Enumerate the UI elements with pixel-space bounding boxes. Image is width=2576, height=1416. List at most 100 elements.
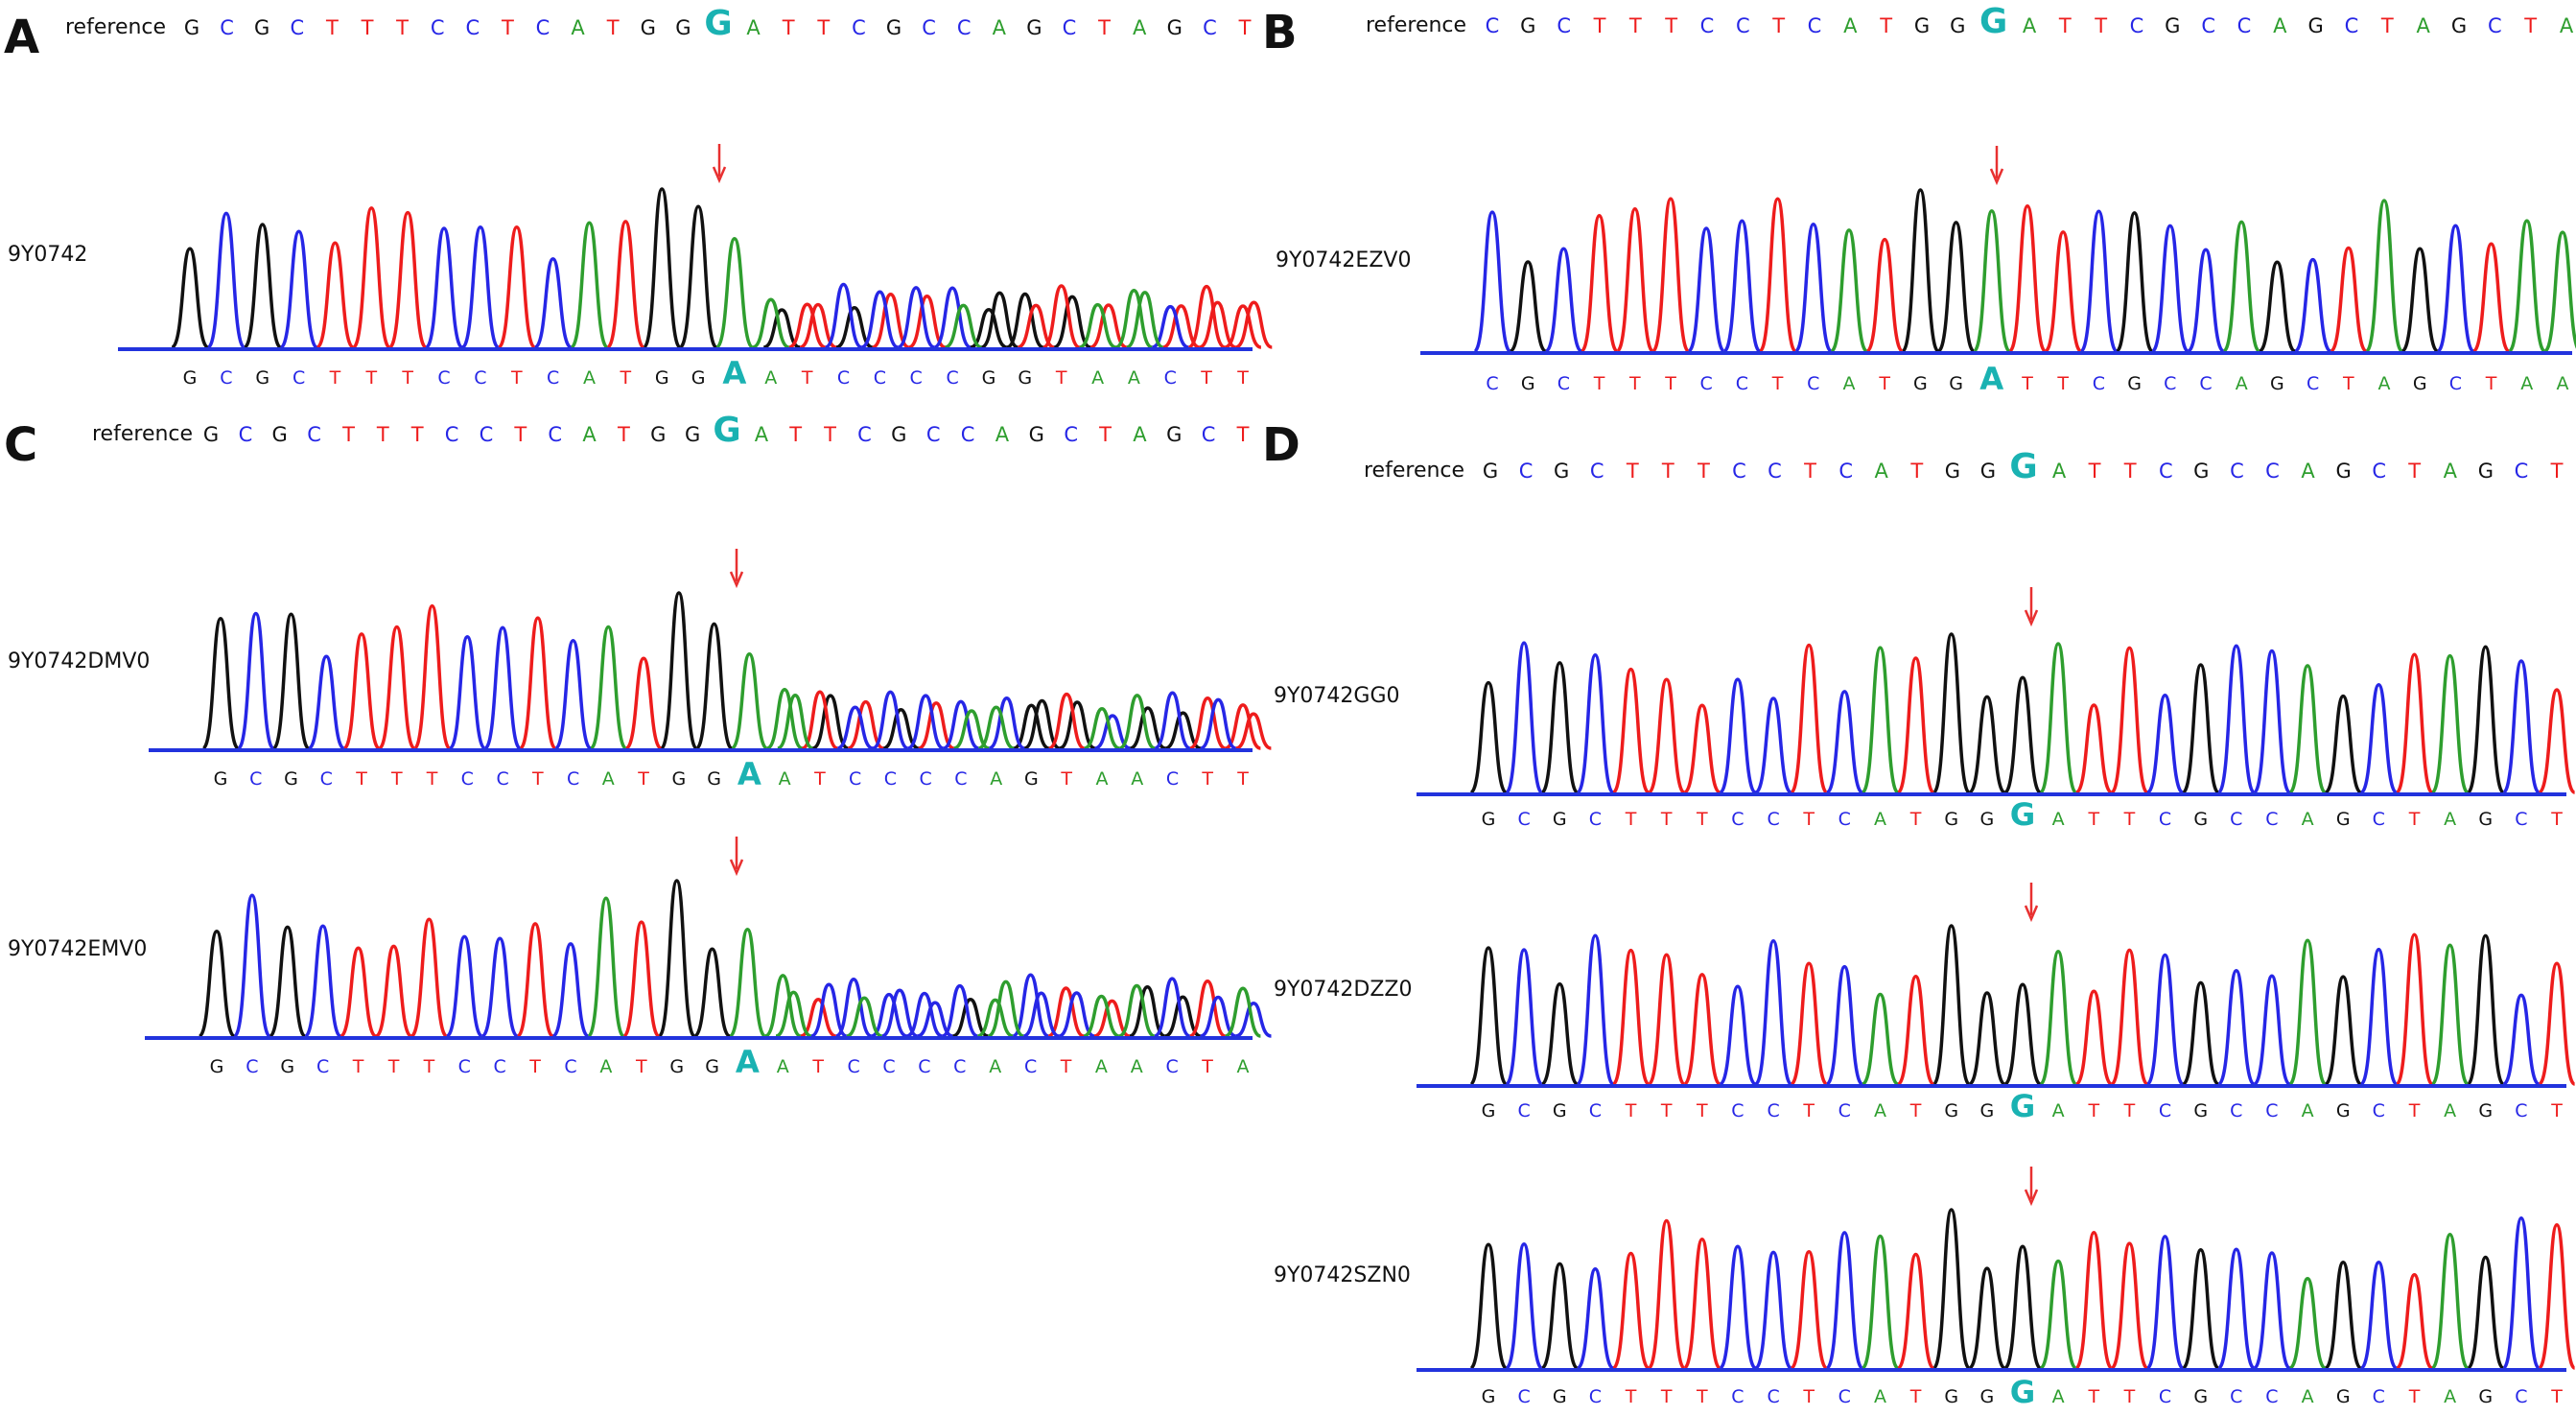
- peak-T-4: [1611, 1251, 1651, 1370]
- base-label-9: T: [1802, 1100, 1815, 1121]
- base-label-26: T: [2408, 1100, 2421, 1121]
- base-label-21: C: [946, 367, 958, 389]
- base-label-25: A: [1096, 768, 1109, 790]
- base-label-20: G: [2193, 1386, 2208, 1407]
- base-label-4: T: [1628, 14, 1642, 37]
- peak-T-24: [1047, 692, 1086, 750]
- peak-A-11: [589, 625, 628, 750]
- base-label-20: G: [2193, 460, 2209, 483]
- peak-G-28: [2466, 1255, 2506, 1370]
- base-label-11: A: [1875, 460, 1889, 483]
- peak-C-3: [1576, 652, 1615, 794]
- base-label-21: C: [926, 423, 941, 446]
- mutation-arrow-c-0: [729, 549, 744, 589]
- peak-G-0: [1468, 680, 1509, 794]
- chromatogram-marks: G C G C T T T C C T C A T G G G A T T C G C C A G C T A G C TG C G C T T T C C…: [118, 2, 2576, 1410]
- base-label-25: A: [1095, 1056, 1108, 1077]
- peak-T-1029: [1234, 712, 1273, 750]
- base-label-29: C: [1203, 16, 1217, 39]
- peak-T-1025: [1089, 303, 1128, 349]
- base-label-12: T: [606, 16, 620, 39]
- base-label-28: T: [1200, 367, 1212, 389]
- peak-G-23: [1006, 292, 1044, 349]
- base-label-22: G: [982, 367, 996, 389]
- base-label-12: G: [1913, 373, 1928, 394]
- base-label-20: G: [2193, 809, 2208, 830]
- peak-C-19: [2150, 224, 2190, 353]
- peak-A-26: [1118, 694, 1156, 750]
- peak-C-8: [1753, 1250, 1793, 1370]
- peak-G-1023: [1023, 698, 1061, 750]
- base-label-8: C: [474, 367, 486, 389]
- peak-C-19: [860, 290, 900, 349]
- reference-label-d: reference: [1364, 459, 1464, 483]
- base-label-1: C: [1517, 1100, 1530, 1121]
- base-label-10: C: [1838, 809, 1851, 830]
- peak-T-29: [1224, 304, 1262, 349]
- peak-A-16: [2038, 950, 2078, 1086]
- peak-G-28: [2466, 645, 2506, 794]
- base-label-16: A: [746, 16, 761, 39]
- trace-b-0: [1420, 188, 2576, 355]
- base-label-29: C: [2515, 1386, 2527, 1407]
- peak-C-25: [2359, 682, 2399, 794]
- base-label-4: T: [1625, 1386, 1637, 1407]
- base-label-8: C: [496, 768, 508, 790]
- peak-A-11: [569, 221, 610, 349]
- base-label-2: G: [272, 423, 288, 446]
- peak-T-30: [2537, 1222, 2576, 1370]
- sample-label-9y0742szn0: 9Y0742SZN0: [1274, 1263, 1411, 1287]
- peak-T-16: [2043, 230, 2083, 353]
- base-label-27: A: [2444, 460, 2458, 483]
- base-label-12: T: [637, 768, 649, 790]
- peak-C-22: [2252, 974, 2292, 1086]
- peak-C-1017: [810, 982, 848, 1038]
- base-label-27: C: [1166, 768, 1179, 790]
- base-label-5: T: [361, 16, 374, 39]
- sample-label-9y0742gg0: 9Y0742GG0: [1274, 684, 1400, 708]
- base-label-19: C: [2159, 1386, 2171, 1407]
- base-label-7: C: [458, 1056, 471, 1077]
- peak-G-15: [2002, 1244, 2043, 1370]
- base-label-5: T: [1664, 373, 1676, 394]
- base-label-20: C: [910, 367, 923, 389]
- base-label-30: A: [2560, 14, 2574, 37]
- base-label-23: A: [995, 423, 1010, 446]
- base-label-6: C: [1700, 14, 1715, 37]
- base-label-1: C: [1519, 460, 1534, 483]
- base-label-19: C: [884, 768, 897, 790]
- base-label-17: T: [782, 16, 795, 39]
- peak-G-0: [171, 247, 209, 349]
- base-label-27: C: [1164, 367, 1177, 389]
- base-label-23: G: [1018, 367, 1032, 389]
- base-label-6: T: [423, 1056, 435, 1077]
- base-label-7: C: [1731, 1386, 1744, 1407]
- peak-C-21: [941, 983, 979, 1038]
- peak-A-26: [1114, 288, 1154, 349]
- peak-G-20: [2181, 1247, 2220, 1370]
- base-label-22: C: [961, 423, 975, 446]
- peak-T-9: [1789, 961, 1829, 1086]
- base-label-7: C: [461, 768, 474, 790]
- base-label-29: C: [1202, 423, 1216, 446]
- base-label-10: C: [1838, 1386, 1851, 1407]
- peak-T-12: [621, 920, 661, 1038]
- base-label-16: T: [2058, 14, 2072, 37]
- peak-C-6: [1686, 226, 1726, 353]
- panel-letter-d: D: [1262, 418, 1300, 472]
- base-label-9: T: [1803, 460, 1816, 483]
- base-label-9: T: [1802, 1386, 1815, 1407]
- base-label-28: T: [1201, 768, 1213, 790]
- mutation-arrow-b-0: [1989, 146, 2004, 186]
- peak-A-25: [1083, 706, 1121, 750]
- peak-T-18: [2110, 1241, 2149, 1370]
- peak-A-29: [1224, 986, 1262, 1038]
- base-label-11: A: [602, 768, 615, 790]
- base-label-1: G: [1521, 373, 1535, 394]
- base-label-22: C: [957, 16, 972, 39]
- base-label-18: T: [823, 423, 836, 446]
- base-label-5: T: [1664, 14, 1677, 37]
- base-label-25: C: [1064, 423, 1078, 446]
- peak-T-11: [1864, 237, 1905, 353]
- peak-C-8: [1753, 696, 1793, 794]
